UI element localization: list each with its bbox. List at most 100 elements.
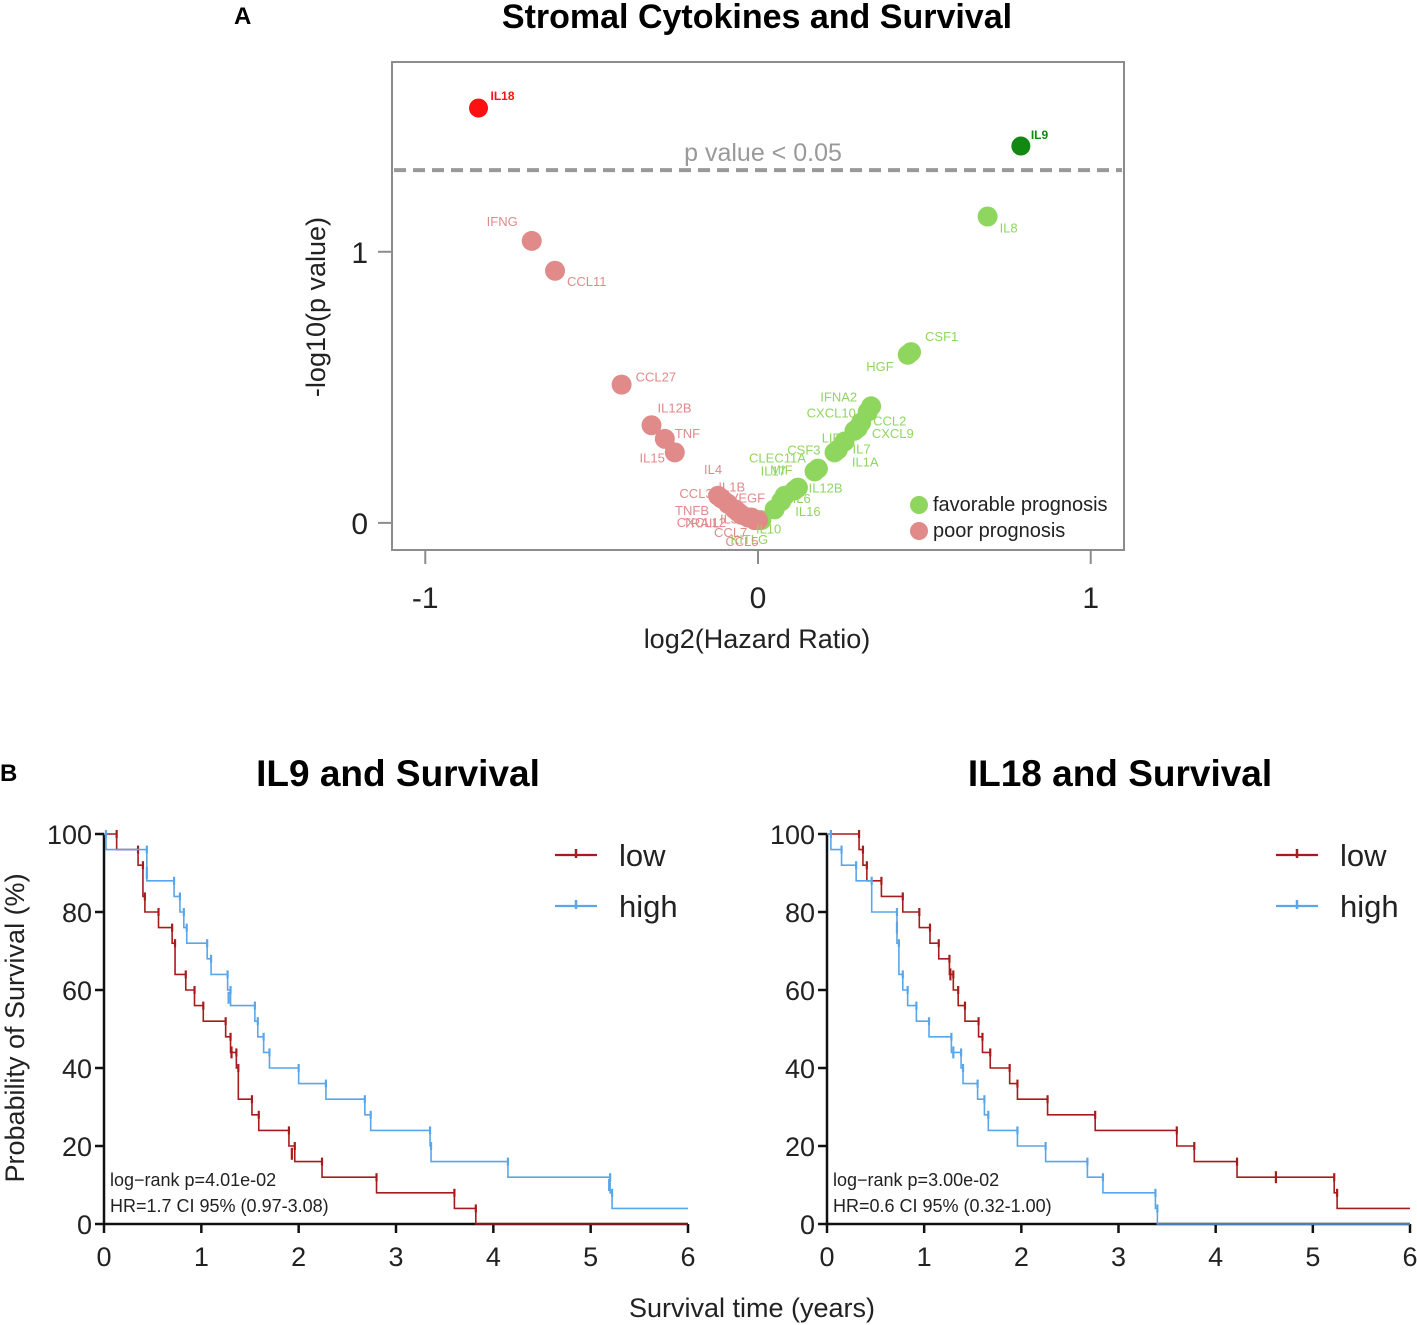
- volcano-point-label: IL1A: [852, 455, 879, 470]
- km-annotation-line: HR=1.7 CI 95% (0.97-3.08): [110, 1196, 329, 1216]
- km-x-tick-label: 6: [680, 1242, 695, 1272]
- volcano-point-label: IL17: [761, 464, 786, 479]
- volcano-threshold: p value < 0.05: [394, 139, 1122, 173]
- panel-label-a: A: [234, 3, 251, 30]
- volcano-legend: favorable prognosis poor prognosis: [910, 494, 1108, 542]
- km-chart-il18: IL18 and Survival 0 20 40 60 80 100 0 1 2 3 4 5 6 low…: [770, 753, 1417, 1272]
- volcano-point-label: IL12B: [809, 480, 843, 495]
- km-il9-title: IL9 and Survival: [256, 753, 540, 794]
- volcano-point-il10: [764, 499, 785, 520]
- km-curve-low: [827, 833, 1410, 1210]
- volcano-point-il8: [977, 206, 998, 227]
- volcano-point-label: IFNA2: [820, 389, 857, 404]
- volcano-point-label: CCL3: [679, 486, 712, 501]
- volcano-point-label: IL3: [720, 511, 738, 526]
- km-curve-high: [104, 833, 688, 1210]
- threshold-label: p value < 0.05: [684, 139, 842, 167]
- km-x-tick-label: 3: [388, 1242, 403, 1272]
- volcano-point-label: IL8: [1000, 221, 1018, 236]
- km-y-tick-label: 80: [785, 898, 815, 928]
- km-curve-high: [827, 833, 1410, 1225]
- km-x-tick-label: 6: [1402, 1242, 1417, 1272]
- volcano-point-label: VEGF: [730, 490, 765, 505]
- volcano-point-ccl5: [748, 510, 768, 531]
- shared-x-label: Survival time (years): [629, 1293, 875, 1323]
- volcano-point-label: IL15: [640, 450, 665, 465]
- volcano-point-ifng: [521, 230, 542, 251]
- km-legend-label-high: high: [619, 889, 678, 924]
- volcano-point-label: IFNG: [487, 214, 518, 229]
- volcano-point-il12b: [641, 415, 662, 436]
- volcano-point-il15: [664, 442, 685, 463]
- volcano-x-tick-label: 1: [1082, 582, 1099, 615]
- km-x-tick-label: 2: [1014, 1242, 1029, 1272]
- volcano-point-ccl27: [611, 374, 632, 395]
- volcano-point-label: CCL2: [873, 414, 906, 429]
- legend-favorable-label: favorable prognosis: [933, 494, 1108, 516]
- km-annotation-line: log−rank p=4.01e-02: [110, 1170, 276, 1190]
- km-chart-il9: IL9 and Survival 0 20 40 60 80 100 0 1 2 3 4 5 6 low h…: [47, 753, 696, 1272]
- km-x-tick-label: 3: [1111, 1242, 1126, 1272]
- km-y-tick-label: 100: [47, 820, 92, 850]
- volcano-point-label: CSF1: [925, 329, 958, 344]
- volcano-point-label: KITLG: [731, 532, 769, 547]
- volcano-y-tick-label: 1: [351, 237, 368, 270]
- km-x-tick-label: 1: [917, 1242, 932, 1272]
- km-curve-low: [104, 833, 688, 1225]
- volcano-point-label: CSF3: [787, 442, 820, 457]
- km-y-label: Probability of Survival (%): [0, 873, 30, 1182]
- volcano-point-label: IL1B: [718, 479, 745, 494]
- volcano-point-label: TNFB: [675, 503, 709, 518]
- km-x-tick-label: 0: [819, 1242, 834, 1272]
- volcano-point-il18: [469, 98, 489, 118]
- km-x-tick-label: 0: [96, 1242, 111, 1272]
- volcano-plot-frame: [391, 61, 1125, 551]
- volcano-point-hgf: [897, 344, 918, 365]
- km-x-tick-label: 5: [1305, 1242, 1320, 1272]
- km-y-tick-label: 60: [785, 976, 815, 1006]
- km-y-tick-label: 60: [62, 976, 92, 1006]
- km-y-tick-label: 40: [62, 1054, 92, 1084]
- volcano-point-label: IL7: [853, 442, 871, 457]
- volcano-point-mif: [804, 461, 825, 482]
- volcano-point-label: LIF: [822, 431, 841, 446]
- km-annotation-line: log−rank p=3.00e-02: [833, 1170, 999, 1190]
- km-y-tick-label: 40: [785, 1054, 815, 1084]
- km-y-tick-label: 0: [77, 1210, 92, 1240]
- km-y-tick-label: 80: [62, 898, 92, 928]
- km-legend-label-low: low: [1340, 838, 1387, 873]
- km-y-tick-label: 20: [785, 1132, 815, 1162]
- km-il18-title: IL18 and Survival: [968, 753, 1272, 794]
- volcano-point-label: MIF: [770, 462, 792, 477]
- km-y-tick-label: 0: [800, 1210, 815, 1240]
- volcano-point-label: CLEC11A: [749, 451, 806, 466]
- volcano-point-il9: [1011, 136, 1031, 156]
- volcano-point-label: CCL5: [725, 534, 758, 549]
- volcano-point-label: IL18: [491, 89, 515, 103]
- volcano-point-label: TNF: [675, 426, 700, 441]
- volcano-point-label: CXCL12: [677, 515, 726, 530]
- volcano-point-label: IL9: [1031, 128, 1049, 142]
- volcano-axes: -1 0 1 0 1: [351, 237, 1099, 615]
- volcano-x-tick-label: 0: [750, 582, 767, 615]
- volcano-x-label: log2(Hazard Ratio): [644, 624, 871, 654]
- volcano-point-label: IL12B: [658, 400, 692, 415]
- km-x-tick-label: 4: [486, 1242, 501, 1272]
- km-legend-label-low: low: [619, 838, 666, 873]
- volcano-point-csf3: [824, 442, 845, 463]
- volcano-point-label: CCL11: [567, 274, 607, 289]
- volcano-point-label: CXCL10: [807, 406, 856, 421]
- km-y-tick-label: 20: [62, 1132, 92, 1162]
- volcano-chart: Stromal Cytokines and Survival -1 0 1 0 1 p …: [301, 0, 1125, 654]
- km-x-tick-label: 4: [1208, 1242, 1223, 1272]
- km-y-tick-label: 100: [770, 820, 815, 850]
- volcano-point-label: IL10: [756, 521, 781, 536]
- legend-poor-label: poor prognosis: [933, 520, 1065, 542]
- km-x-tick-label: 1: [194, 1242, 209, 1272]
- volcano-point-label: HGF: [866, 359, 894, 374]
- volcano-y-label: -log10(p value): [301, 217, 331, 397]
- km-legend-label-high: high: [1340, 889, 1399, 924]
- volcano-title: Stromal Cytokines and Survival: [502, 0, 1012, 36]
- volcano-point-label: IL4: [704, 462, 722, 477]
